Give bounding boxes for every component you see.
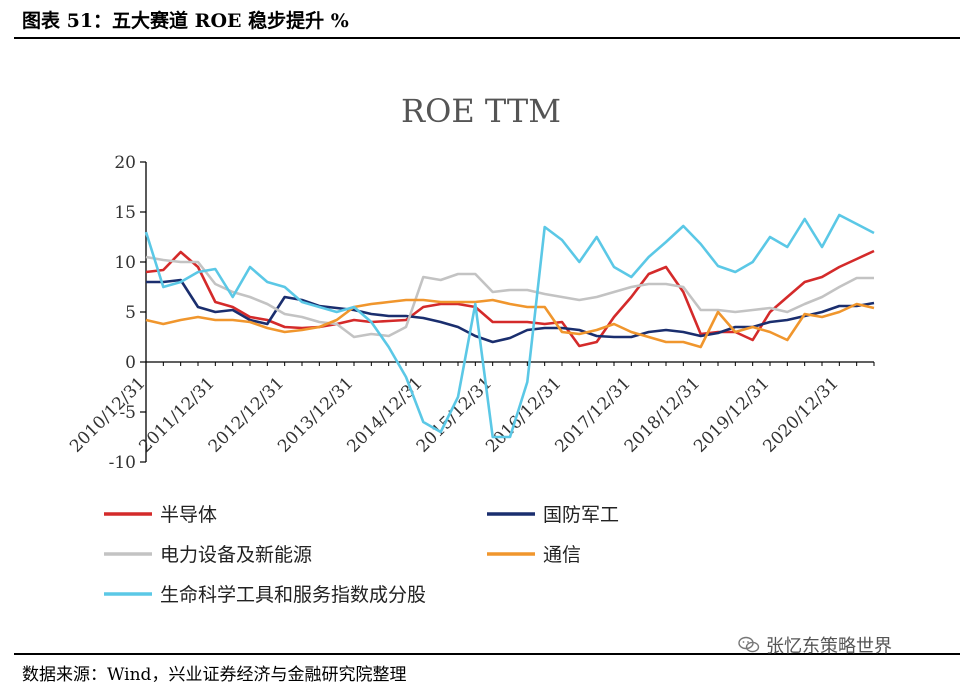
- legend-label-3: 电力设备及新能源: [160, 544, 312, 566]
- watermark-text: 张忆东策略世界: [766, 636, 892, 657]
- y-tick-label: 20: [114, 153, 136, 173]
- figure-header: 图表 51：五大赛道 ROE 稳步提升 %: [0, 0, 971, 38]
- y-tick-label: 10: [114, 253, 136, 273]
- series-line-1: [145, 249, 875, 348]
- figure-title: 图表 51：五大赛道 ROE 稳步提升 %: [22, 10, 349, 32]
- series-layer: [144, 213, 875, 439]
- wechat-icon: [738, 636, 760, 653]
- roe-line-chart: ROE TTM -10-5051015202010/12/312011/12/3…: [66, 92, 875, 606]
- y-tick-label: -5: [119, 403, 136, 423]
- y-tick-label: -10: [109, 453, 136, 473]
- y-tick-label: 5: [125, 303, 136, 323]
- watermark: 张忆东策略世界: [738, 632, 892, 658]
- x-tick-label: 2020/12/31: [759, 373, 842, 456]
- chart-axes: -10-5051015202010/12/312011/12/312012/12…: [66, 153, 875, 473]
- legend-label-5: 生命科学工具和服务指数成分股: [160, 584, 426, 606]
- series-line-5: [144, 213, 875, 439]
- series-line-4: [145, 298, 875, 349]
- legend-label-1: 半导体: [160, 504, 217, 526]
- chart-title: ROE TTM: [401, 92, 561, 130]
- series-line-3: [145, 255, 874, 339]
- source-note: 数据来源：Wind，兴业证券经济与金融研究院整理: [22, 665, 407, 685]
- top-rule: [14, 37, 960, 39]
- legend-label-4: 通信: [543, 544, 581, 566]
- legend-label-2: 国防军工: [543, 504, 619, 526]
- y-tick-label: 15: [114, 203, 136, 223]
- y-tick-label: 0: [125, 353, 136, 373]
- bottom-rule: [14, 653, 960, 655]
